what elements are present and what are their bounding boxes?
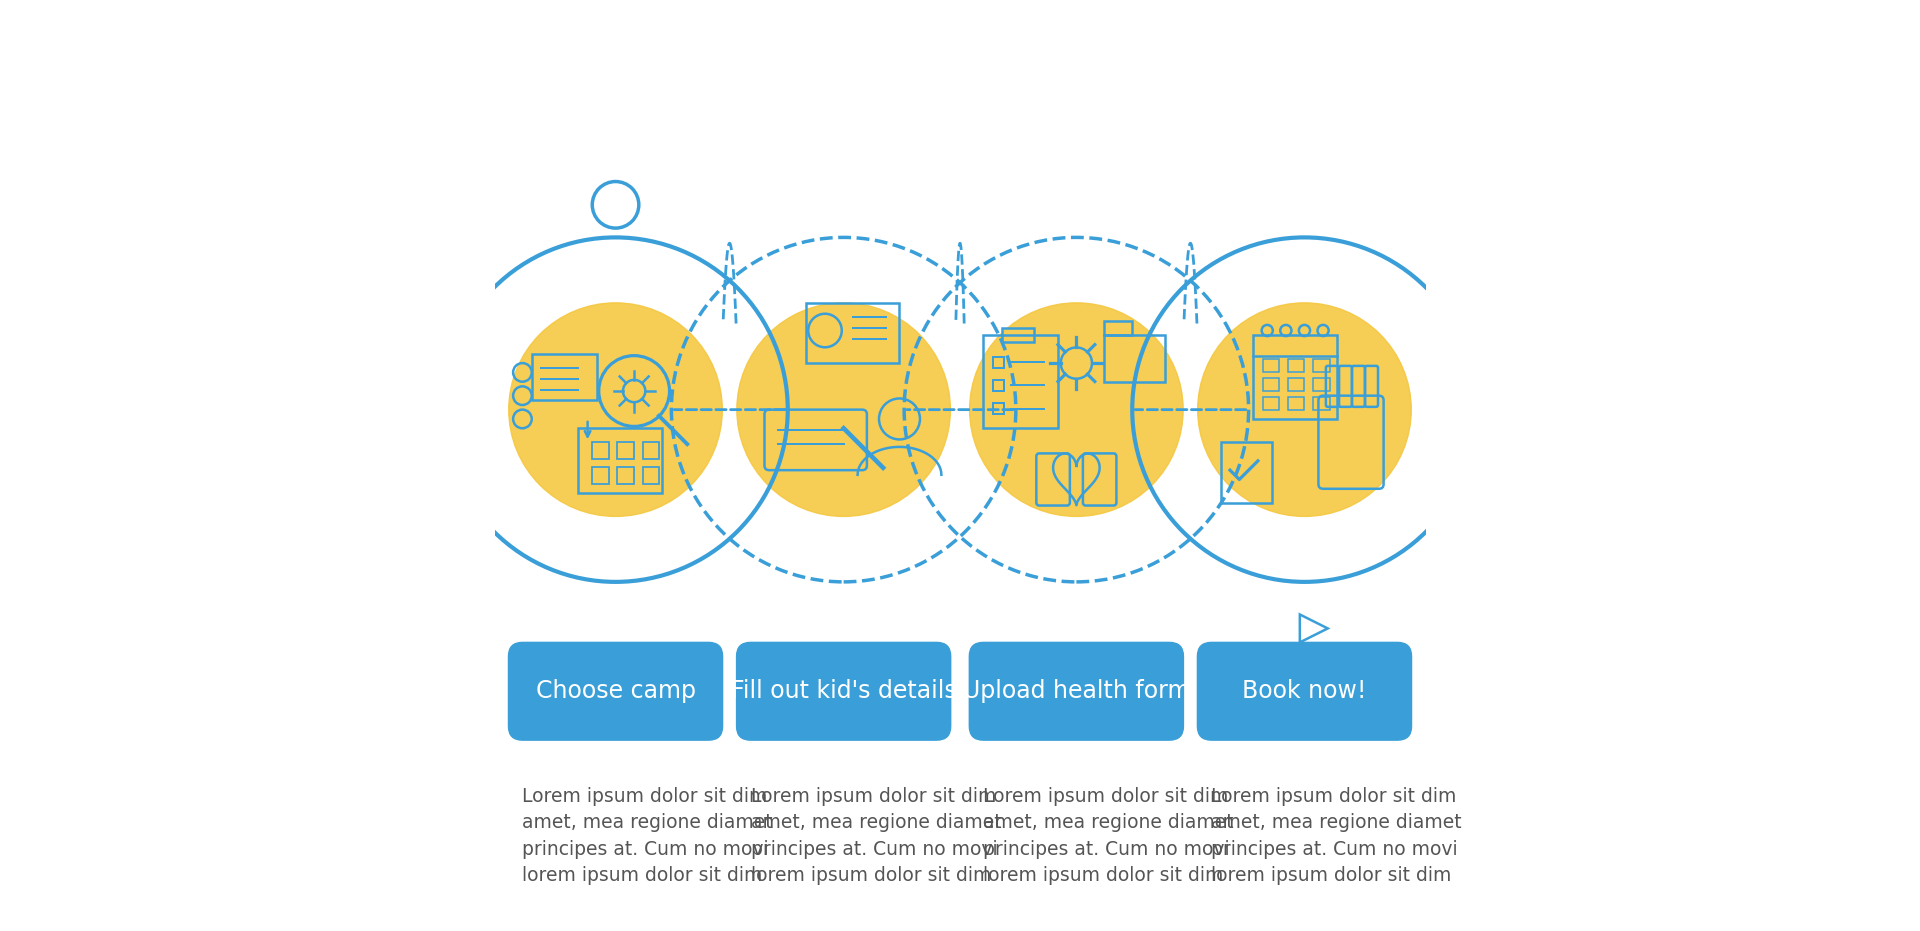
Circle shape bbox=[737, 303, 950, 517]
Text: Choose camp: Choose camp bbox=[536, 680, 695, 703]
Text: Book now!: Book now! bbox=[1242, 680, 1367, 703]
FancyBboxPatch shape bbox=[1198, 642, 1411, 740]
Circle shape bbox=[970, 303, 1183, 517]
Text: Upload health form: Upload health form bbox=[962, 680, 1190, 703]
Text: Lorem ipsum dolor sit dim
amet, mea regione diamet
principes at. Cum no movi
lor: Lorem ipsum dolor sit dim amet, mea regi… bbox=[522, 787, 774, 885]
FancyBboxPatch shape bbox=[737, 642, 950, 740]
Circle shape bbox=[1198, 303, 1411, 517]
FancyBboxPatch shape bbox=[509, 642, 722, 740]
Text: Lorem ipsum dolor sit dim
amet, mea regione diamet
principes at. Cum no movi
lor: Lorem ipsum dolor sit dim amet, mea regi… bbox=[751, 787, 1000, 885]
Text: Fill out kid's details: Fill out kid's details bbox=[732, 680, 956, 703]
Text: Lorem ipsum dolor sit dim
amet, mea regione diamet
principes at. Cum no movi
lor: Lorem ipsum dolor sit dim amet, mea regi… bbox=[1212, 787, 1461, 885]
Text: Lorem ipsum dolor sit dim
amet, mea regione diamet
principes at. Cum no movi
lor: Lorem ipsum dolor sit dim amet, mea regi… bbox=[983, 787, 1235, 885]
Circle shape bbox=[509, 303, 722, 517]
FancyBboxPatch shape bbox=[970, 642, 1183, 740]
